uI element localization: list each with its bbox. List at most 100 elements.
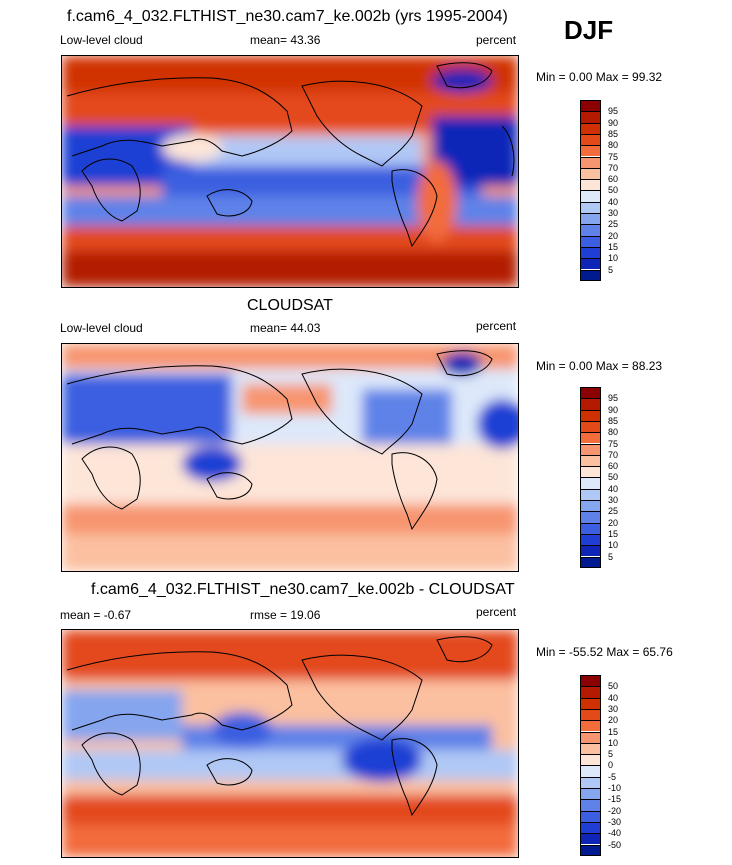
colorbar-segment: [580, 545, 601, 557]
colorbar-tick-label: -30: [608, 816, 622, 827]
colorbar-tick-label: 20: [608, 715, 619, 726]
colorbar-segment: [580, 675, 601, 687]
map-model: [61, 55, 519, 288]
colorbar-tick-label: 15: [608, 528, 619, 539]
colorbar-frame: [580, 675, 601, 856]
colorbar-tick-label: 80: [608, 140, 619, 151]
panel-minmax-obs: Min = 0.00 Max = 88.23: [536, 359, 663, 373]
colorbar-segment: [580, 190, 601, 202]
colorbar-tick-label: 30: [608, 208, 619, 218]
map-diff: [61, 629, 519, 858]
colorbar-tick-label: 50: [608, 185, 619, 196]
colorbar-tick-label: 5: [608, 749, 614, 760]
panel-minmax-diff: Min = -55.52 Max = 65.76: [536, 645, 673, 659]
colorbar-segment: [580, 697, 601, 709]
colorbar-tick-label: 25: [608, 506, 619, 517]
colorbar-tick-label: 90: [608, 117, 619, 128]
colorbar-tick-label: 0: [608, 760, 614, 771]
colorbar-tick-label: 30: [608, 495, 619, 505]
colorbar-tick-label: 50: [608, 472, 619, 483]
panel-title-diff: f.cam6_4_032.FLTHIST_ne30.cam7_ke.002b -…: [91, 581, 515, 598]
colorbar-segment: [580, 720, 601, 732]
colorbar-tick-label: 40: [608, 692, 619, 703]
panel-rmse-diff: rmse = 19.06: [250, 608, 321, 622]
colorbar-tick-label: -20: [608, 805, 622, 816]
colorbar-segment: [580, 500, 601, 512]
colorbar-segment: [580, 731, 601, 743]
colorbar-segment: [580, 224, 601, 236]
panel-mean-obs: mean= 44.03: [250, 321, 321, 335]
colorbar-tick-label: 75: [608, 438, 619, 449]
season-label: DJF: [564, 15, 614, 45]
panel-mean-model: mean= 43.36: [250, 33, 321, 47]
colorbar-segment: [580, 133, 601, 146]
colorbar-segment: [580, 100, 601, 112]
colorbar-tick-label: 5: [608, 264, 614, 275]
colorbar-segment: [580, 167, 601, 180]
colorbar-tick-label: 60: [608, 461, 619, 472]
colorbar-segment: [580, 432, 601, 444]
colorbar-segment: [580, 844, 601, 856]
colorbar-tick-label: 10: [608, 540, 619, 551]
colorbar-tick-label: -10: [608, 783, 622, 793]
panel-units-diff: percent: [476, 605, 517, 619]
colorbar-segment: [580, 765, 601, 777]
colorbar-tick-label: 40: [608, 483, 619, 494]
colorbar-segment: [580, 201, 601, 213]
colorbar-segment: [580, 387, 601, 399]
colorbar-tick-label: 95: [608, 106, 619, 117]
colorbar-tick-label: 10: [608, 737, 619, 748]
colorbar-segment: [580, 122, 601, 134]
colorbar-segment: [580, 556, 601, 568]
colorbar-tick-label: 15: [608, 241, 619, 252]
colorbar-tick-label: 10: [608, 253, 619, 264]
colorbar-segment: [580, 754, 601, 766]
colorbar-segment: [580, 799, 601, 811]
colorbar-segment: [580, 708, 601, 721]
colorbar-tick-label: 80: [608, 427, 619, 438]
colorbar-tick-label: 20: [608, 517, 619, 528]
colorbar-segment: [580, 686, 601, 698]
colorbar-segment: [580, 522, 601, 534]
panel-units-model: percent: [476, 33, 517, 47]
colorbar-tick-label: 20: [608, 230, 619, 241]
colorbar-frame: [580, 100, 601, 281]
colorbar-segment: [580, 488, 601, 500]
colorbar-tick-label: 70: [608, 449, 619, 460]
colorbar-segment: [580, 269, 601, 281]
colorbar-segment: [580, 420, 601, 433]
colorbar-tick-label: 60: [608, 174, 619, 185]
panel-left-label-model: Low-level cloud: [60, 33, 143, 47]
colorbar-segment: [580, 179, 601, 191]
colorbar-tick-label: -50: [608, 839, 622, 850]
colorbar-segment: [580, 156, 601, 168]
colorbar-segment: [580, 511, 601, 523]
colorbar-segment: [580, 235, 601, 247]
colorbar-tick-label: 95: [608, 393, 619, 404]
colorbar-segment: [580, 788, 601, 800]
colorbar-segment: [580, 833, 601, 845]
colorbar-segment: [580, 145, 601, 157]
colorbar-segment: [580, 398, 601, 410]
colorbar-segment: [580, 776, 601, 788]
colorbar-segment: [580, 111, 601, 123]
colorbar-tick-label: 90: [608, 404, 619, 415]
colorbar-tick-label: 50: [608, 681, 619, 692]
panel-units-obs: percent: [476, 319, 517, 333]
colorbar-tick-label: 85: [608, 415, 619, 426]
colorbar-tick-label: 70: [608, 162, 619, 173]
colorbar-tick-label: 40: [608, 196, 619, 207]
colorbar-tick-label: 15: [608, 726, 619, 737]
colorbar-tick-label: -40: [608, 828, 622, 839]
colorbar-tick-label: -15: [608, 794, 622, 805]
panel-left-label-obs: Low-level cloud: [60, 321, 143, 335]
colorbar-segment: [580, 742, 601, 755]
colorbar-segment: [580, 409, 601, 421]
colorbar-tick-label: 5: [608, 551, 614, 562]
colorbar-segment: [580, 246, 601, 259]
colorbar-segment: [580, 466, 601, 478]
colorbar-frame: [580, 387, 601, 568]
colorbar-segment: [580, 454, 601, 467]
colorbar-segment: [580, 533, 601, 546]
colorbar-tick-label: 25: [608, 219, 619, 230]
